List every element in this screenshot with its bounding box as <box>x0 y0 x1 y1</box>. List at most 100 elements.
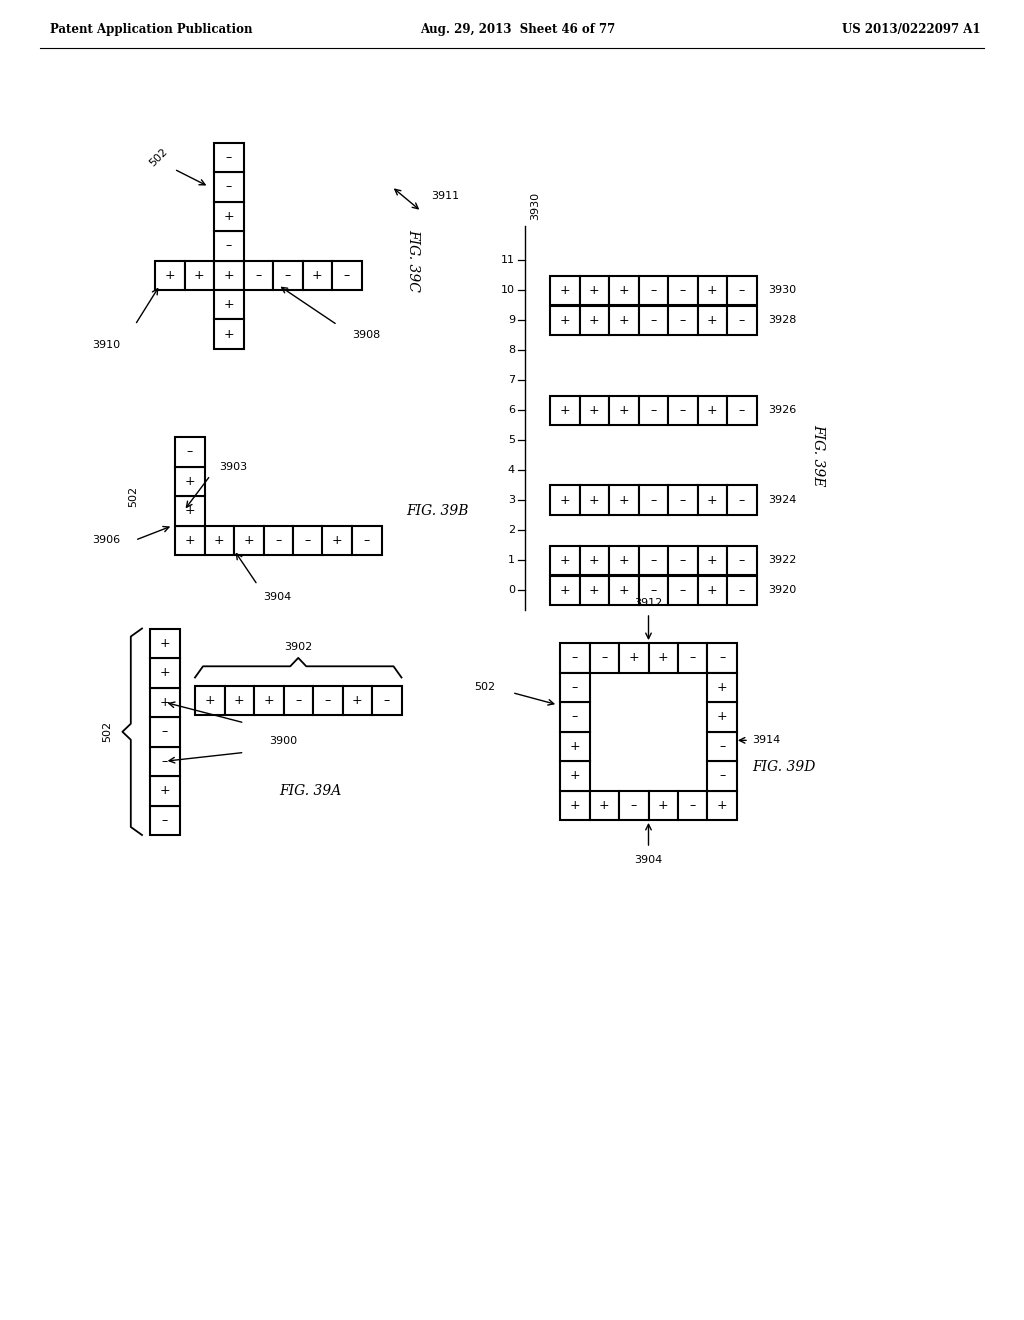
Bar <box>697 396 727 425</box>
Bar <box>708 762 737 791</box>
Text: 0: 0 <box>508 585 515 595</box>
Bar <box>214 260 244 290</box>
Text: –: – <box>680 554 686 566</box>
Bar <box>618 791 648 820</box>
Text: +: + <box>559 314 570 327</box>
Bar <box>195 685 224 715</box>
Bar <box>648 791 678 820</box>
Bar <box>323 525 352 554</box>
Text: +: + <box>223 327 234 341</box>
Text: –: – <box>738 554 744 566</box>
Text: 9: 9 <box>508 315 515 325</box>
Bar <box>184 260 214 290</box>
Text: 3911: 3911 <box>431 190 460 201</box>
Bar <box>155 260 184 290</box>
Text: 3904: 3904 <box>263 591 292 602</box>
Bar <box>150 747 179 776</box>
Bar <box>639 545 668 576</box>
Bar <box>708 672 737 702</box>
Bar <box>727 545 757 576</box>
Text: +: + <box>589 583 600 597</box>
Bar <box>214 172 244 202</box>
Bar <box>697 486 727 515</box>
Text: +: + <box>184 475 195 488</box>
Text: –: – <box>631 799 637 812</box>
Bar <box>560 762 590 791</box>
Bar <box>708 643 737 672</box>
Bar <box>678 791 708 820</box>
Text: Aug. 29, 2013  Sheet 46 of 77: Aug. 29, 2013 Sheet 46 of 77 <box>420 24 615 37</box>
Text: –: – <box>719 651 725 664</box>
Text: +: + <box>263 694 274 706</box>
Bar <box>560 791 590 820</box>
Text: –: – <box>325 694 331 706</box>
Text: –: – <box>680 583 686 597</box>
Text: –: – <box>571 681 578 694</box>
Text: +: + <box>618 404 629 417</box>
Text: 3: 3 <box>508 495 515 506</box>
Text: FIG. 39B: FIG. 39B <box>407 504 469 517</box>
Text: –: – <box>680 404 686 417</box>
Bar <box>214 231 244 260</box>
Bar <box>727 396 757 425</box>
Bar <box>550 305 580 335</box>
Text: –: – <box>689 799 696 812</box>
Text: –: – <box>225 181 231 193</box>
Bar <box>150 805 179 836</box>
Bar <box>560 731 590 762</box>
Text: –: – <box>650 494 656 507</box>
Bar <box>150 776 179 805</box>
Bar <box>639 305 668 335</box>
Text: 502: 502 <box>128 486 138 507</box>
Bar <box>590 791 618 820</box>
Text: 3920: 3920 <box>768 585 797 595</box>
Bar <box>648 643 678 672</box>
Text: +: + <box>589 494 600 507</box>
Text: 3924: 3924 <box>768 495 797 506</box>
Text: –: – <box>680 494 686 507</box>
Text: +: + <box>184 533 195 546</box>
Bar <box>668 545 697 576</box>
Text: 3906: 3906 <box>92 535 120 545</box>
Text: 3922: 3922 <box>768 556 797 565</box>
Text: –: – <box>304 533 311 546</box>
Bar <box>668 305 697 335</box>
Text: 3902: 3902 <box>284 642 312 652</box>
Text: 502: 502 <box>102 721 113 742</box>
Bar <box>313 685 342 715</box>
Bar <box>639 396 668 425</box>
Bar <box>618 643 648 672</box>
Bar <box>697 576 727 605</box>
Bar <box>550 486 580 515</box>
Text: +: + <box>707 583 718 597</box>
Text: –: – <box>738 583 744 597</box>
Text: –: – <box>650 284 656 297</box>
Bar <box>609 276 639 305</box>
Text: +: + <box>618 583 629 597</box>
Text: –: – <box>689 651 696 664</box>
Text: +: + <box>223 269 234 281</box>
Text: 2: 2 <box>508 525 515 535</box>
Text: –: – <box>275 533 282 546</box>
Text: 10: 10 <box>501 285 515 296</box>
Text: –: – <box>719 739 725 752</box>
Bar <box>550 396 580 425</box>
Text: +: + <box>160 667 170 680</box>
Text: –: – <box>186 445 193 458</box>
Bar <box>580 396 609 425</box>
Text: 3928: 3928 <box>768 315 797 325</box>
Text: –: – <box>650 554 656 566</box>
Text: +: + <box>244 533 254 546</box>
Bar <box>150 717 179 747</box>
Text: +: + <box>184 504 195 517</box>
Bar <box>175 496 205 525</box>
Bar <box>205 525 234 554</box>
Text: –: – <box>344 269 350 281</box>
Text: –: – <box>650 583 656 597</box>
Text: +: + <box>332 533 343 546</box>
Text: –: – <box>255 269 261 281</box>
Bar <box>273 260 302 290</box>
Bar <box>609 305 639 335</box>
Text: –: – <box>650 314 656 327</box>
Text: +: + <box>707 554 718 566</box>
